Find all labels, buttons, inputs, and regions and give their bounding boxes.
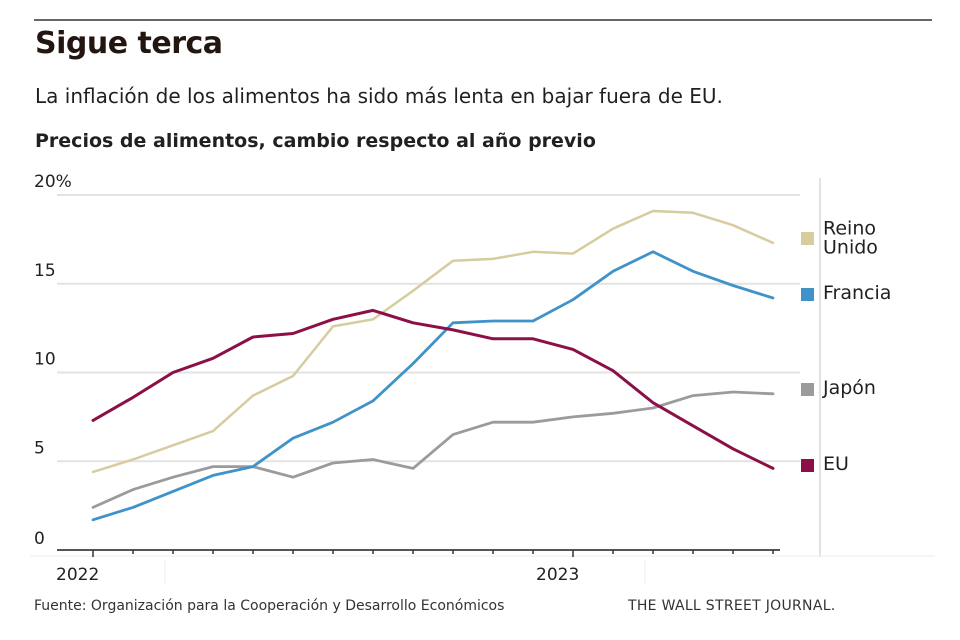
- y-tick-label: 10: [34, 350, 56, 370]
- chart-title: Sigue terca: [35, 26, 223, 61]
- y-tick-label: 0: [34, 529, 45, 549]
- legend-swatch-francia: [801, 288, 814, 301]
- series-lines: [91, 209, 775, 522]
- y-axis-labels: 0 5 10 15 20%: [34, 172, 72, 549]
- series-line-reino-unido: [91, 209, 775, 474]
- source-note: Fuente: Organización para la Cooperación…: [34, 598, 505, 614]
- series-line-francia: [91, 250, 775, 522]
- chart-subtitle: La inflación de los alimentos ha sido má…: [35, 84, 723, 108]
- legend-swatch-reino-unido: [801, 232, 814, 245]
- top-rule: [34, 19, 932, 21]
- publisher-brand: THE WALL STREET JOURNAL.: [628, 598, 836, 614]
- legend-label-francia: Francia: [823, 282, 891, 304]
- series-line-eu: [91, 308, 775, 470]
- gridlines: [57, 178, 821, 557]
- y-tick-label: 15: [34, 261, 56, 281]
- legend-label-reino-unido: Unido: [823, 237, 878, 259]
- x-axis: 2022 2023: [30, 549, 935, 585]
- legend-swatch-eu: [801, 459, 814, 472]
- legend-label-eu: EU: [823, 453, 849, 475]
- chart-heading: Precios de alimentos, cambio respecto al…: [35, 130, 596, 152]
- x-tick-label: 2022: [56, 565, 99, 585]
- x-tick-label: 2023: [536, 565, 579, 585]
- legend-label-japon: Japón: [822, 377, 876, 399]
- y-tick-label: 20%: [34, 172, 72, 192]
- legend-label-reino-unido: Reino: [823, 218, 876, 240]
- y-tick-label: 5: [34, 438, 45, 458]
- legend-swatch-japon: [801, 383, 814, 396]
- series-line-japon: [91, 390, 775, 509]
